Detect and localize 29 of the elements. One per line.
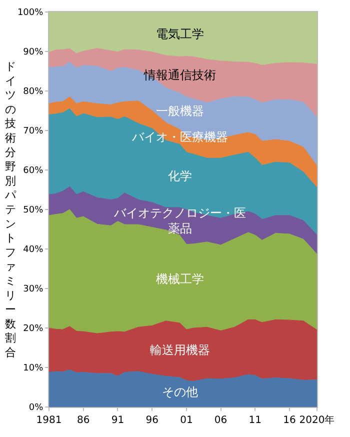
y-tick-label: 0% [28, 403, 44, 414]
x-tick-label: 96 [146, 415, 158, 426]
text: ドイツの技術分野別パテントファミリー数割合 [5, 60, 16, 359]
series-label: バイオテクノロジー・医薬品 [113, 206, 246, 236]
y-tick-label: 100% [17, 8, 44, 18]
y-tick-label: 40% [23, 245, 44, 256]
x-tick-label: 1981 [36, 415, 62, 426]
series-label: 機械工学 [156, 272, 204, 286]
series-label: 情報通信技術 [143, 68, 216, 82]
x-tick-label: 01 [180, 415, 193, 426]
series-label: その他 [162, 385, 198, 399]
y-tick-label: 60% [23, 166, 44, 176]
x-tick-label: 16 [283, 415, 296, 426]
x-tick-label: 91 [111, 415, 124, 426]
y-tick-label: 80% [23, 87, 44, 98]
series-label: 電気工学 [156, 27, 204, 41]
y-tick-label: 30% [23, 284, 44, 295]
series-label: 化学 [168, 169, 192, 183]
y-tick-label: 10% [23, 364, 44, 374]
y-tick-label: 90% [23, 48, 44, 58]
series-label: 一般機器 [156, 104, 204, 118]
y-tick-label: 20% [23, 324, 44, 334]
y-tick-label: 70% [23, 126, 44, 137]
y-tick-label: 50% [23, 206, 44, 216]
x-tick-label: 86 [76, 415, 90, 426]
x-tick-label: 06 [214, 415, 228, 426]
series-label: 輸送用機器 [150, 343, 210, 357]
x-tick-label: 2020年 [299, 414, 335, 426]
x-tick-label: 11 [248, 415, 262, 426]
